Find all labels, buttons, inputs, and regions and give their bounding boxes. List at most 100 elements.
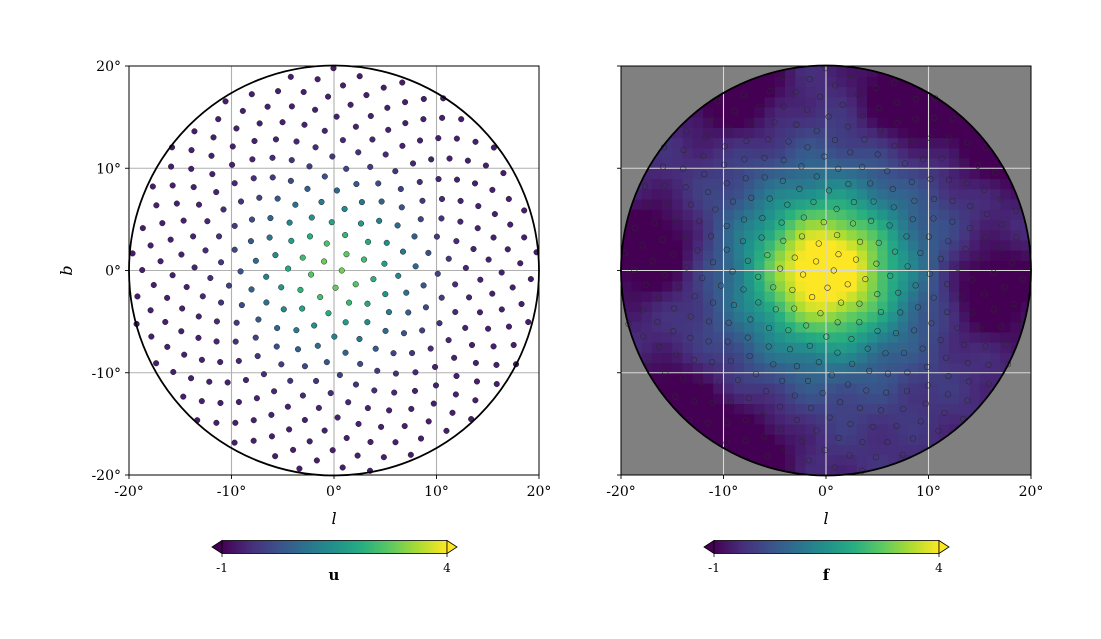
scatter-point bbox=[301, 121, 308, 128]
heatmap-cell bbox=[733, 352, 745, 364]
heatmap-cell bbox=[672, 301, 684, 312]
sample-marker bbox=[1019, 275, 1026, 283]
heatmap-cell bbox=[856, 96, 868, 108]
heatmap-cell bbox=[877, 342, 889, 353]
heatmap-cell bbox=[754, 137, 766, 149]
scatter-point bbox=[308, 271, 315, 278]
heatmap-cell bbox=[867, 423, 878, 435]
sample-marker bbox=[680, 147, 687, 154]
sample-marker bbox=[900, 349, 908, 357]
heatmap-cell bbox=[805, 188, 817, 200]
heatmap-cell bbox=[774, 352, 786, 364]
heatmap-cell bbox=[764, 127, 776, 139]
sample-marker bbox=[903, 387, 911, 394]
heatmap-cell bbox=[990, 331, 1001, 343]
heatmap-cell bbox=[795, 250, 807, 261]
heatmap-cell bbox=[979, 311, 991, 323]
sample-marker bbox=[909, 216, 916, 223]
heatmap-cell bbox=[897, 352, 909, 364]
sample-marker bbox=[974, 162, 981, 169]
sample-marker bbox=[800, 214, 807, 221]
heatmap-cell bbox=[733, 86, 745, 98]
sample-marker bbox=[745, 395, 752, 402]
scatter-point bbox=[300, 88, 307, 96]
scatter-point bbox=[284, 403, 291, 410]
heatmap-cell bbox=[754, 423, 766, 435]
sample-marker bbox=[724, 419, 731, 426]
scatter-point bbox=[384, 104, 391, 111]
sample-marker bbox=[957, 294, 965, 301]
heatmap-cell bbox=[703, 413, 714, 425]
sample-marker bbox=[835, 434, 842, 442]
left-x-axis-label: l bbox=[331, 509, 336, 528]
sample-marker bbox=[876, 104, 883, 111]
heatmap-cell bbox=[1010, 239, 1022, 251]
heatmap-cell bbox=[969, 219, 981, 231]
heatmap-cell bbox=[897, 239, 909, 251]
heatmap-cell bbox=[723, 250, 735, 261]
scatter-point bbox=[446, 155, 453, 162]
sample-marker bbox=[937, 255, 944, 262]
heatmap-cell bbox=[805, 229, 817, 241]
heatmap-cell bbox=[938, 311, 950, 323]
right-colorbar-extend-max bbox=[938, 539, 950, 555]
heatmap-cell bbox=[733, 301, 745, 312]
heatmap-cell bbox=[672, 311, 684, 323]
heatmap-cell bbox=[785, 168, 796, 180]
heatmap-cell bbox=[990, 301, 1001, 312]
scatter-point bbox=[312, 106, 319, 113]
heatmap-cell bbox=[856, 280, 868, 292]
heatmap-cell bbox=[795, 229, 807, 241]
heatmap-cell bbox=[979, 239, 991, 251]
heatmap-cell bbox=[918, 96, 930, 108]
heatmap-cell bbox=[754, 372, 766, 384]
heatmap-cell bbox=[928, 362, 940, 374]
scatter-point bbox=[438, 215, 445, 222]
heatmap-cell bbox=[826, 423, 837, 435]
heatmap-cell bbox=[856, 127, 868, 139]
heatmap-cell bbox=[897, 301, 909, 312]
heatmap-cell bbox=[764, 362, 776, 374]
heatmap-cell bbox=[744, 301, 755, 312]
heatmap-cell bbox=[815, 290, 827, 302]
sample-marker bbox=[779, 177, 786, 184]
heatmap-cell bbox=[979, 178, 991, 190]
heatmap-cell bbox=[877, 117, 889, 128]
heatmap-cell bbox=[979, 260, 991, 272]
heatmap-cell bbox=[826, 270, 837, 282]
heatmap-cell bbox=[1020, 229, 1031, 241]
heatmap-cell bbox=[836, 464, 848, 476]
heatmap-cell bbox=[959, 301, 971, 312]
heatmap-cell bbox=[744, 229, 755, 241]
heatmap-cell bbox=[805, 168, 817, 180]
heatmap-cell bbox=[774, 239, 786, 251]
sample-marker bbox=[791, 305, 798, 312]
heatmap-cell bbox=[846, 280, 858, 292]
scatter-point bbox=[466, 294, 473, 301]
scatter-point bbox=[231, 180, 238, 187]
heatmap-cell bbox=[877, 290, 889, 302]
heatmap-cell bbox=[846, 106, 858, 118]
sample-marker bbox=[701, 171, 708, 178]
heatmap-cell bbox=[908, 106, 919, 118]
heatmap-cell bbox=[785, 270, 796, 282]
heatmap-cell bbox=[815, 137, 827, 149]
heatmap-cell bbox=[897, 280, 909, 292]
heatmap-cell bbox=[867, 270, 878, 282]
heatmap-cell bbox=[764, 96, 776, 108]
heatmap-cell bbox=[744, 209, 755, 220]
scatter-point bbox=[525, 319, 532, 326]
heatmap-cell bbox=[672, 198, 684, 210]
heatmap-cell bbox=[805, 362, 817, 374]
scatter-point bbox=[288, 237, 295, 244]
sample-marker bbox=[766, 88, 774, 95]
heatmap-cell bbox=[672, 352, 684, 364]
heatmap-cell bbox=[887, 301, 899, 312]
heatmap-cell bbox=[949, 250, 960, 261]
heatmap-cell bbox=[826, 96, 837, 108]
heatmap-cell bbox=[795, 127, 807, 139]
heatmap-cell bbox=[774, 413, 786, 425]
sample-marker bbox=[982, 144, 989, 151]
heatmap-cell bbox=[867, 158, 878, 169]
scatter-point bbox=[452, 308, 459, 316]
